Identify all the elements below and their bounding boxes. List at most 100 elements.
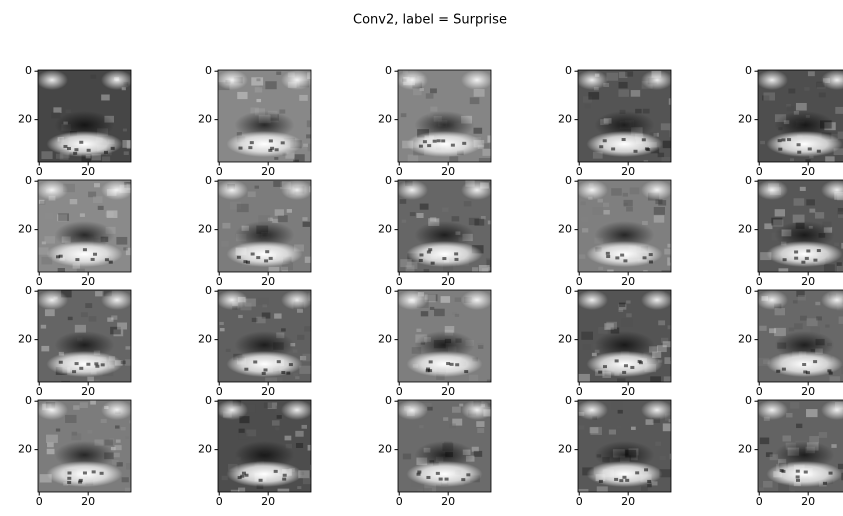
subplot: 020020 bbox=[18, 64, 139, 178]
map-cell bbox=[273, 181, 281, 187]
map-cell bbox=[590, 427, 602, 435]
x-tick-label: 0 bbox=[576, 385, 583, 398]
map-cell bbox=[793, 300, 798, 303]
y-tick-label: 20 bbox=[198, 113, 212, 126]
map-cell bbox=[297, 486, 301, 489]
feature-map bbox=[576, 290, 677, 389]
map-eye bbox=[396, 70, 428, 90]
map-tooth bbox=[797, 151, 801, 154]
map-tooth bbox=[622, 371, 626, 374]
x-tick-label: 0 bbox=[756, 495, 763, 508]
map-tooth bbox=[620, 254, 624, 257]
map-cell bbox=[835, 107, 843, 114]
map-cell bbox=[617, 378, 625, 384]
map-tooth bbox=[829, 372, 833, 375]
map-cell bbox=[221, 241, 229, 246]
feature-map bbox=[216, 180, 320, 274]
map-cell bbox=[299, 95, 308, 101]
map-cell bbox=[430, 88, 437, 93]
map-cell bbox=[788, 89, 795, 94]
map-cell bbox=[116, 237, 127, 245]
map-cell bbox=[125, 359, 134, 365]
map-tooth bbox=[625, 479, 629, 482]
map-tooth bbox=[441, 139, 445, 142]
map-tooth bbox=[455, 363, 459, 366]
map-cell bbox=[794, 323, 803, 329]
map-eye bbox=[101, 290, 133, 310]
map-cell bbox=[251, 77, 263, 85]
map-tooth bbox=[104, 151, 108, 154]
feature-map bbox=[36, 290, 134, 388]
map-cell bbox=[796, 103, 807, 111]
map-tooth bbox=[645, 147, 649, 150]
y-tick-label: 0 bbox=[25, 64, 32, 77]
map-cell bbox=[46, 435, 58, 443]
map-eye bbox=[396, 180, 428, 200]
map-tooth bbox=[100, 472, 104, 475]
map-tooth bbox=[615, 359, 619, 362]
map-cell bbox=[281, 328, 286, 331]
map-cell bbox=[220, 328, 225, 331]
map-cell bbox=[256, 317, 265, 324]
map-tooth bbox=[265, 250, 269, 253]
y-tick-label: 0 bbox=[385, 394, 392, 407]
map-cell bbox=[474, 128, 483, 134]
map-tooth bbox=[649, 260, 653, 263]
map-cell bbox=[115, 425, 120, 428]
map-cell bbox=[760, 438, 769, 445]
map-tooth bbox=[270, 147, 274, 150]
map-cell bbox=[305, 257, 314, 263]
map-tooth bbox=[426, 369, 430, 372]
map-cell bbox=[624, 203, 628, 206]
x-tick-label: 0 bbox=[216, 385, 223, 398]
map-tooth bbox=[87, 149, 91, 152]
map-eye bbox=[576, 290, 608, 310]
map-cell bbox=[476, 421, 484, 427]
map-tooth bbox=[461, 478, 465, 481]
map-eye bbox=[101, 70, 133, 90]
map-cell bbox=[773, 219, 783, 226]
map-cell bbox=[834, 243, 839, 246]
map-cell bbox=[807, 318, 818, 326]
map-tooth bbox=[781, 470, 785, 473]
y-tick-label: 0 bbox=[565, 394, 572, 407]
map-cell bbox=[671, 73, 677, 77]
y-tick-label: 20 bbox=[198, 333, 212, 346]
map-cell bbox=[474, 219, 484, 226]
map-cell bbox=[272, 420, 280, 425]
map-tooth bbox=[778, 139, 782, 142]
map-cell bbox=[125, 346, 130, 349]
map-tooth bbox=[59, 255, 63, 258]
map-cell bbox=[491, 271, 501, 278]
map-tooth bbox=[75, 258, 79, 261]
feature-map bbox=[216, 70, 318, 164]
map-mouth bbox=[227, 461, 303, 487]
y-tick-label: 20 bbox=[378, 113, 392, 126]
y-tick-label: 20 bbox=[198, 223, 212, 236]
map-tooth bbox=[274, 470, 278, 473]
y-tick-label: 0 bbox=[205, 394, 212, 407]
map-cell bbox=[71, 433, 81, 440]
map-tooth bbox=[623, 259, 627, 262]
map-cell bbox=[626, 313, 632, 317]
map-cell bbox=[303, 354, 314, 362]
y-tick-label: 0 bbox=[565, 174, 572, 187]
map-cell bbox=[275, 427, 279, 430]
map-tooth bbox=[801, 261, 805, 264]
map-mouth bbox=[227, 131, 303, 157]
map-tooth bbox=[286, 372, 290, 375]
map-cell bbox=[839, 316, 843, 323]
map-cell bbox=[626, 300, 630, 303]
map-cell bbox=[403, 454, 411, 460]
map-cell bbox=[277, 415, 282, 419]
feature-map bbox=[36, 400, 137, 496]
map-cell bbox=[618, 410, 623, 414]
subplot: 020020 bbox=[738, 64, 843, 178]
map-cell bbox=[582, 228, 588, 232]
map-cell bbox=[274, 313, 281, 318]
map-cell bbox=[455, 314, 459, 317]
map-cell bbox=[237, 204, 249, 212]
map-eye bbox=[216, 290, 248, 310]
map-mouth bbox=[407, 241, 483, 267]
